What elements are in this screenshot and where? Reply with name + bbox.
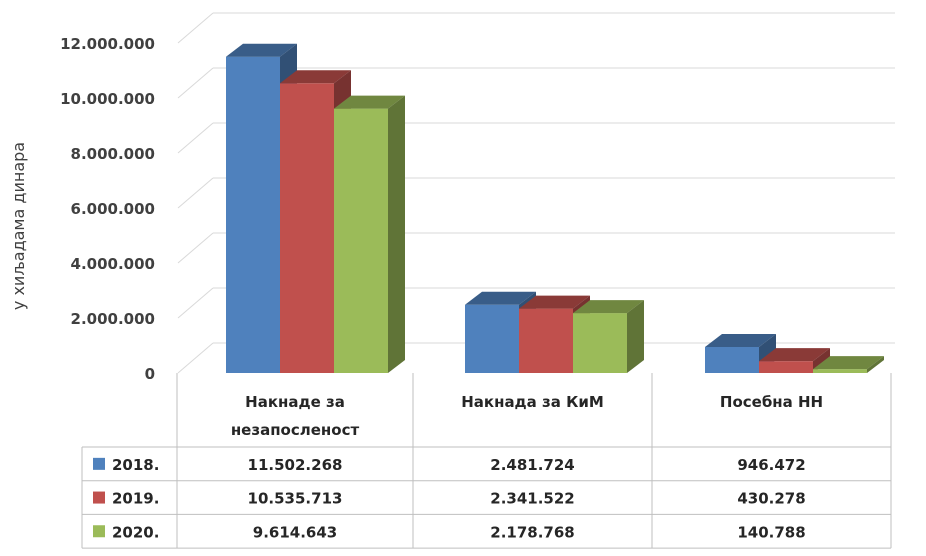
gridline-diag [177,122,214,154]
table-cell-value: 11.502.268 [248,456,343,474]
gridline-diag [177,67,214,99]
bar-front [226,56,280,374]
bar-top [519,295,590,309]
table-cell-value: 9.614.643 [253,523,337,541]
bar-top [813,356,884,370]
bar-front [759,361,813,373]
bar-side [867,356,884,373]
bar-2020-2 [813,356,884,373]
gridline-diag [177,12,214,44]
bar-side [388,95,405,373]
bar-2020-1 [573,300,644,373]
table-cell-value: 2.341.522 [490,490,574,508]
y-tick-label: 0 [145,365,155,383]
bar-2020-0 [334,95,405,373]
series-name: 2018. [112,456,159,474]
bar-front [465,304,519,373]
y-axis-ticks: 0 2.000.000 4.000.000 6.000.000 8.000.000 10.… [60,35,155,383]
y-tick-label: 6.000.000 [71,200,155,218]
category-label: Посебна НН [720,393,823,411]
bar-top [705,333,776,347]
gridline-diag [177,342,214,374]
bar-front [519,308,573,373]
table-cell-value: 10.535.713 [248,490,343,508]
bar-top [334,95,405,109]
y-tick-label: 10.000.000 [60,90,155,108]
bar-side [627,300,644,373]
gridline-diag [177,177,214,209]
bar-front [280,83,334,374]
legend-key [93,491,105,504]
bar-front [705,346,759,373]
data-table: Накнаде за незапосленост Накнада за КиМ Пос… [81,373,892,549]
series-name: 2020. [112,523,159,541]
y-tick-label: 12.000.000 [60,35,155,53]
bar-top [226,43,297,57]
table-cell-value: 140.788 [737,523,805,541]
legend-key [93,457,105,470]
bar-top [465,291,536,305]
table-cell-value: 430.278 [737,490,805,508]
gridline-diag [177,232,214,264]
table-cell-value: 2.178.768 [490,523,574,541]
table-cell-value: 2.481.724 [490,456,574,474]
y-tick-label: 4.000.000 [71,255,155,273]
bar-front [334,108,388,373]
series-name: 2019. [112,490,159,508]
table-cell-value: 946.472 [737,456,805,474]
bar-front [813,369,867,373]
bar-top [573,300,644,314]
y-tick-label: 8.000.000 [71,145,155,163]
category-label: Накнаде за незапосленост [231,393,360,439]
legend-key [93,525,105,538]
gridline-diag [177,287,214,319]
bars [226,43,884,374]
bar-top [280,70,351,84]
y-tick-label: 2.000.000 [71,310,155,328]
bar-top [759,348,830,362]
y-axis-label: у хиљадама динара [9,142,28,310]
category-label: Накнада за КиМ [461,393,604,411]
bar-front [573,313,627,373]
